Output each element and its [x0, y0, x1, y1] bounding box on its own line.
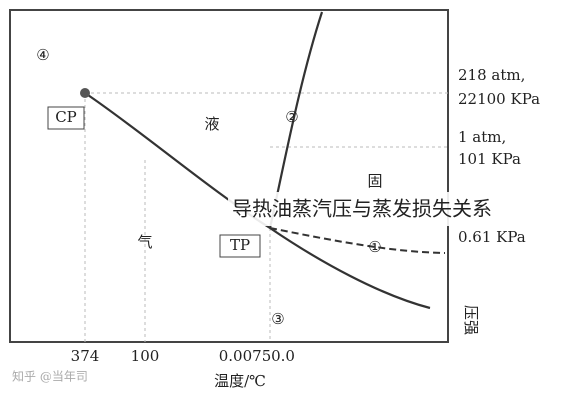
frame — [9, 9, 449, 343]
x-label: 100 — [131, 347, 160, 365]
pressure-label: 22100 KPa — [458, 90, 540, 108]
x-label: 374 — [71, 347, 100, 365]
region-label: ④ — [36, 46, 49, 64]
point-label: CP — [55, 108, 77, 126]
region-label: 气 — [137, 233, 152, 251]
watermark: 知乎 @当年司 — [12, 370, 88, 384]
curve-label: ② — [285, 108, 298, 126]
curve-label: ③ — [271, 310, 284, 328]
pressure-label: 218 atm, — [458, 66, 525, 84]
y-axis-label: 压强 — [462, 305, 480, 335]
guides — [84, 92, 448, 342]
critical-point — [80, 88, 90, 98]
sublimation-curve — [269, 227, 446, 254]
x-label: 0.0 — [271, 347, 295, 365]
point-label: TP — [230, 236, 250, 254]
region-label: 固 — [367, 172, 382, 190]
pressure-label: 0.61 KPa — [458, 228, 526, 246]
pressure-label: 1 atm, — [458, 128, 506, 146]
label-box — [47, 106, 85, 130]
pressure-label: 101 KPa — [458, 150, 521, 168]
caption-box — [228, 192, 566, 226]
curve-label: ① — [368, 238, 381, 256]
label-box — [219, 234, 261, 258]
x-label: 0.0075 — [219, 347, 272, 365]
x-axis-label: 温度/℃ — [214, 372, 266, 390]
caption: 导热油蒸汽压与蒸发损失关系 — [232, 197, 492, 221]
region-label: 液 — [204, 115, 219, 133]
